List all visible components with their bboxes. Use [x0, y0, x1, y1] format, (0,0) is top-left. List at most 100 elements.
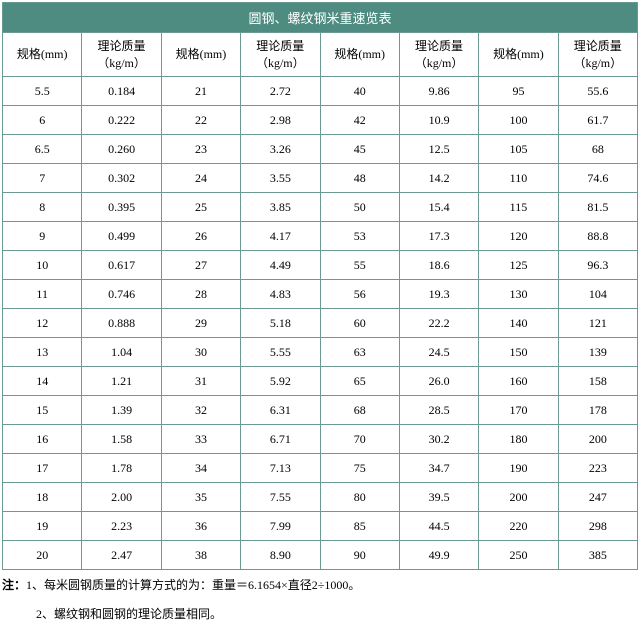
- table-row: 100.617274.495518.612596.3: [3, 251, 638, 280]
- table-row: 80.395253.855015.411581.5: [3, 193, 638, 222]
- spec-cell: 50: [320, 193, 399, 222]
- spec-cell: 56: [320, 280, 399, 309]
- steel-weight-table-wrap: 圆钢、螺纹钢米重速览表 规格(mm) 理论质量（kg/m） 规格(mm) 理论质…: [2, 2, 638, 570]
- mass-cell: 158: [558, 367, 637, 396]
- mass-cell: 44.5: [399, 512, 478, 541]
- mass-cell: 2.98: [241, 106, 320, 135]
- table-row: 182.00357.558039.5200247: [3, 483, 638, 512]
- mass-cell: 49.9: [399, 541, 478, 570]
- col-spec-header: 规格(mm): [3, 33, 82, 77]
- mass-cell: 4.49: [241, 251, 320, 280]
- mass-cell: 5.55: [241, 338, 320, 367]
- spec-cell: 25: [161, 193, 240, 222]
- table-row: 110.746284.835619.3130104: [3, 280, 638, 309]
- mass-cell: 2.72: [241, 77, 320, 106]
- notes: 注：1、每米圆钢质量的计算方式的为：重量＝6.1654×直径2÷1000。 2、…: [2, 574, 638, 626]
- mass-cell: 68: [558, 135, 637, 164]
- spec-cell: 140: [479, 309, 558, 338]
- mass-cell: 15.4: [399, 193, 478, 222]
- mass-cell: 74.6: [558, 164, 637, 193]
- mass-cell: 8.90: [241, 541, 320, 570]
- mass-cell: 4.17: [241, 222, 320, 251]
- mass-cell: 1.78: [82, 454, 161, 483]
- col-mass-header: 理论质量（kg/m）: [558, 33, 637, 77]
- mass-cell: 0.260: [82, 135, 161, 164]
- spec-cell: 8: [3, 193, 82, 222]
- steel-weight-table: 圆钢、螺纹钢米重速览表 规格(mm) 理论质量（kg/m） 规格(mm) 理论质…: [2, 2, 638, 570]
- spec-cell: 24: [161, 164, 240, 193]
- table-row: 90.499264.175317.312088.8: [3, 222, 638, 251]
- mass-cell: 4.83: [241, 280, 320, 309]
- spec-cell: 180: [479, 425, 558, 454]
- mass-cell: 30.2: [399, 425, 478, 454]
- spec-cell: 13: [3, 338, 82, 367]
- spec-cell: 70: [320, 425, 399, 454]
- mass-cell: 6.71: [241, 425, 320, 454]
- spec-cell: 53: [320, 222, 399, 251]
- spec-cell: 250: [479, 541, 558, 570]
- table-title: 圆钢、螺纹钢米重速览表: [3, 3, 638, 33]
- mass-cell: 0.617: [82, 251, 161, 280]
- spec-cell: 120: [479, 222, 558, 251]
- spec-cell: 55: [320, 251, 399, 280]
- spec-cell: 65: [320, 367, 399, 396]
- notes-label: 注：: [2, 578, 26, 592]
- mass-cell: 12.5: [399, 135, 478, 164]
- mass-cell: 6.31: [241, 396, 320, 425]
- spec-cell: 105: [479, 135, 558, 164]
- col-spec-header: 规格(mm): [161, 33, 240, 77]
- spec-cell: 21: [161, 77, 240, 106]
- mass-cell: 3.26: [241, 135, 320, 164]
- mass-cell: 28.5: [399, 396, 478, 425]
- spec-cell: 6: [3, 106, 82, 135]
- mass-cell: 7.55: [241, 483, 320, 512]
- spec-cell: 220: [479, 512, 558, 541]
- mass-cell: 2.47: [82, 541, 161, 570]
- table-row: 6.50.260233.264512.510568: [3, 135, 638, 164]
- table-row: 202.47388.909049.9250385: [3, 541, 638, 570]
- spec-cell: 19: [3, 512, 82, 541]
- spec-cell: 200: [479, 483, 558, 512]
- spec-cell: 80: [320, 483, 399, 512]
- table-row: 171.78347.137534.7190223: [3, 454, 638, 483]
- mass-cell: 2.00: [82, 483, 161, 512]
- mass-cell: 7.99: [241, 512, 320, 541]
- spec-cell: 28: [161, 280, 240, 309]
- mass-cell: 81.5: [558, 193, 637, 222]
- mass-cell: 1.39: [82, 396, 161, 425]
- mass-cell: 121: [558, 309, 637, 338]
- spec-cell: 7: [3, 164, 82, 193]
- table-row: 70.302243.554814.211074.6: [3, 164, 638, 193]
- spec-cell: 15: [3, 396, 82, 425]
- spec-cell: 68: [320, 396, 399, 425]
- mass-cell: 1.21: [82, 367, 161, 396]
- mass-cell: 298: [558, 512, 637, 541]
- spec-cell: 17: [3, 454, 82, 483]
- mass-cell: 3.85: [241, 193, 320, 222]
- spec-cell: 26: [161, 222, 240, 251]
- spec-cell: 150: [479, 338, 558, 367]
- mass-cell: 19.3: [399, 280, 478, 309]
- mass-cell: 5.92: [241, 367, 320, 396]
- mass-cell: 10.9: [399, 106, 478, 135]
- mass-cell: 24.5: [399, 338, 478, 367]
- mass-cell: 0.184: [82, 77, 161, 106]
- spec-cell: 190: [479, 454, 558, 483]
- spec-cell: 14: [3, 367, 82, 396]
- mass-cell: 178: [558, 396, 637, 425]
- spec-cell: 12: [3, 309, 82, 338]
- spec-cell: 60: [320, 309, 399, 338]
- spec-cell: 6.5: [3, 135, 82, 164]
- mass-cell: 22.2: [399, 309, 478, 338]
- mass-cell: 223: [558, 454, 637, 483]
- spec-cell: 45: [320, 135, 399, 164]
- mass-cell: 14.2: [399, 164, 478, 193]
- mass-cell: 55.6: [558, 77, 637, 106]
- mass-cell: 1.58: [82, 425, 161, 454]
- notes-line-1: 1、每米圆钢质量的计算方式的为：重量＝6.1654×直径2÷1000。: [26, 578, 360, 592]
- spec-cell: 170: [479, 396, 558, 425]
- col-mass-header: 理论质量（kg/m）: [82, 33, 161, 77]
- spec-cell: 42: [320, 106, 399, 135]
- mass-cell: 61.7: [558, 106, 637, 135]
- spec-cell: 125: [479, 251, 558, 280]
